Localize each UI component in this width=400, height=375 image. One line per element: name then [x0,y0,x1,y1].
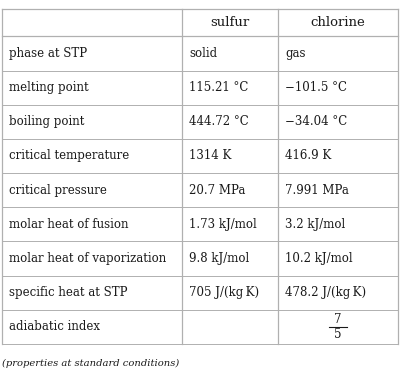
Text: molar heat of vaporization: molar heat of vaporization [9,252,166,265]
Text: (properties at standard conditions): (properties at standard conditions) [2,358,179,368]
Text: 9.8 kJ/mol: 9.8 kJ/mol [189,252,250,265]
Text: 1314 K: 1314 K [189,150,232,162]
Text: boiling point: boiling point [9,115,84,128]
Text: 1.73 kJ/mol: 1.73 kJ/mol [189,218,257,231]
Text: 705 J/(kg K): 705 J/(kg K) [189,286,259,299]
Text: melting point: melting point [9,81,89,94]
Text: 115.21 °C: 115.21 °C [189,81,248,94]
Text: 5: 5 [334,328,342,341]
Text: molar heat of fusion: molar heat of fusion [9,218,129,231]
Text: sulfur: sulfur [210,16,250,29]
Text: chlorine: chlorine [311,16,365,29]
Text: 10.2 kJ/mol: 10.2 kJ/mol [285,252,353,265]
Text: critical temperature: critical temperature [9,150,130,162]
Text: 444.72 °C: 444.72 °C [189,115,249,128]
Text: 7.991 MPa: 7.991 MPa [285,184,349,196]
Text: 20.7 MPa: 20.7 MPa [189,184,246,196]
Text: 3.2 kJ/mol: 3.2 kJ/mol [285,218,346,231]
Text: −101.5 °C: −101.5 °C [285,81,347,94]
Text: adiabatic index: adiabatic index [9,320,100,333]
Text: 7: 7 [334,313,342,326]
Text: phase at STP: phase at STP [9,47,87,60]
Text: solid: solid [189,47,217,60]
Text: gas: gas [285,47,306,60]
Text: specific heat at STP: specific heat at STP [9,286,128,299]
Text: −34.04 °C: −34.04 °C [285,115,348,128]
Text: critical pressure: critical pressure [9,184,107,196]
Text: 416.9 K: 416.9 K [285,150,332,162]
Text: 478.2 J/(kg K): 478.2 J/(kg K) [285,286,366,299]
